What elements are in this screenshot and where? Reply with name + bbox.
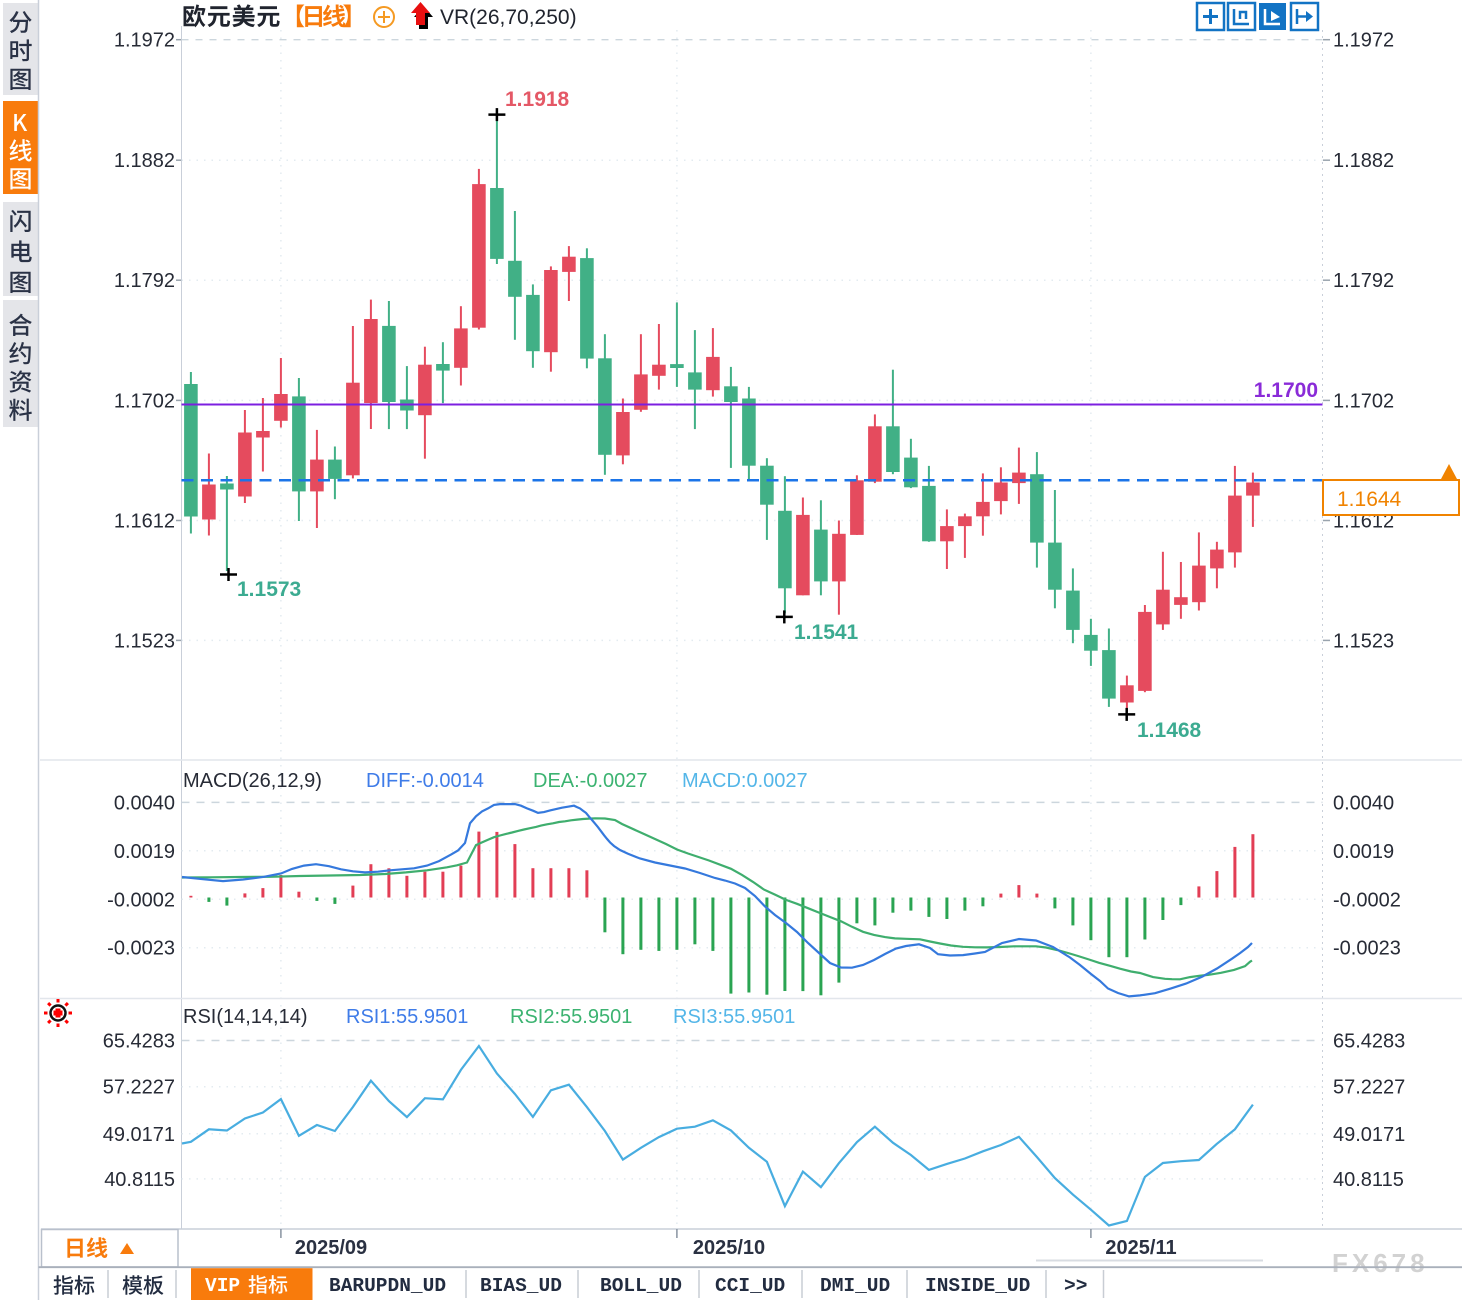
svg-text:1.1468: 1.1468 — [1137, 719, 1202, 742]
svg-text:0.0040: 0.0040 — [114, 792, 175, 814]
svg-text:BARUPDN_UD: BARUPDN_UD — [329, 1275, 446, 1297]
svg-text:MACD:0.0027: MACD:0.0027 — [682, 770, 808, 792]
svg-text:57.2227: 57.2227 — [1333, 1077, 1405, 1099]
svg-text:49.0171: 49.0171 — [1333, 1124, 1405, 1146]
svg-text:DMI_UD: DMI_UD — [820, 1275, 890, 1297]
svg-text:1.1541: 1.1541 — [794, 621, 859, 644]
svg-text:49.0171: 49.0171 — [103, 1124, 175, 1146]
svg-text:1.1700: 1.1700 — [1254, 379, 1318, 402]
svg-text:MACD(26,12,9): MACD(26,12,9) — [183, 770, 322, 792]
svg-text:RSI(14,14,14): RSI(14,14,14) — [183, 1006, 308, 1028]
svg-text:1.1972: 1.1972 — [1333, 30, 1394, 52]
svg-text:1.1792: 1.1792 — [114, 270, 175, 292]
svg-text:0.0019: 0.0019 — [114, 841, 175, 863]
svg-text:-0.0002: -0.0002 — [1333, 889, 1401, 911]
svg-text:65.4283: 65.4283 — [103, 1031, 175, 1053]
svg-text:1.1882: 1.1882 — [1333, 150, 1394, 172]
svg-text:2025/11: 2025/11 — [1105, 1237, 1176, 1259]
svg-text:-0.0023: -0.0023 — [107, 938, 175, 960]
svg-text:>>: >> — [1064, 1275, 1087, 1297]
svg-text:1.1702: 1.1702 — [114, 390, 175, 412]
svg-text:BOLL_UD: BOLL_UD — [600, 1275, 682, 1297]
svg-text:1.1882: 1.1882 — [114, 150, 175, 172]
svg-text:40.8115: 40.8115 — [104, 1169, 175, 1191]
svg-text:0.0040: 0.0040 — [1333, 792, 1394, 814]
svg-text:0.0019: 0.0019 — [1333, 841, 1394, 863]
svg-text:CCI_UD: CCI_UD — [715, 1275, 785, 1297]
svg-text:INSIDE_UD: INSIDE_UD — [925, 1275, 1030, 1297]
svg-text:2025/09: 2025/09 — [295, 1237, 367, 1259]
svg-text:1.1523: 1.1523 — [114, 630, 175, 652]
svg-text:65.4283: 65.4283 — [1333, 1031, 1405, 1053]
svg-text:2025/10: 2025/10 — [693, 1237, 765, 1259]
svg-text:1.1644: 1.1644 — [1337, 488, 1402, 511]
svg-text:DEA:-0.0027: DEA:-0.0027 — [533, 770, 648, 792]
svg-text:VIP: VIP — [205, 1275, 240, 1297]
svg-text:1.1792: 1.1792 — [1333, 270, 1394, 292]
svg-text:1.1702: 1.1702 — [1333, 390, 1394, 412]
svg-text:1.1918: 1.1918 — [505, 88, 570, 111]
svg-text:1.1612: 1.1612 — [114, 511, 175, 533]
svg-text:-0.0023: -0.0023 — [1333, 938, 1401, 960]
svg-text:DIFF:-0.0014: DIFF:-0.0014 — [366, 770, 484, 792]
svg-text:57.2227: 57.2227 — [103, 1077, 175, 1099]
svg-text:RSI2:55.9501: RSI2:55.9501 — [510, 1006, 632, 1028]
svg-text:1.1523: 1.1523 — [1333, 630, 1394, 652]
svg-text:1.1972: 1.1972 — [114, 30, 175, 52]
svg-text:FX678: FX678 — [1332, 1248, 1429, 1278]
svg-text:RSI1:55.9501: RSI1:55.9501 — [346, 1006, 468, 1028]
svg-text:1.1573: 1.1573 — [237, 578, 301, 601]
svg-text:40.8115: 40.8115 — [1333, 1169, 1404, 1191]
svg-text:-0.0002: -0.0002 — [107, 889, 175, 911]
svg-text:RSI3:55.9501: RSI3:55.9501 — [673, 1006, 795, 1028]
svg-text:BIAS_UD: BIAS_UD — [480, 1275, 562, 1297]
svg-text:VR(26,70,250): VR(26,70,250) — [440, 6, 577, 29]
